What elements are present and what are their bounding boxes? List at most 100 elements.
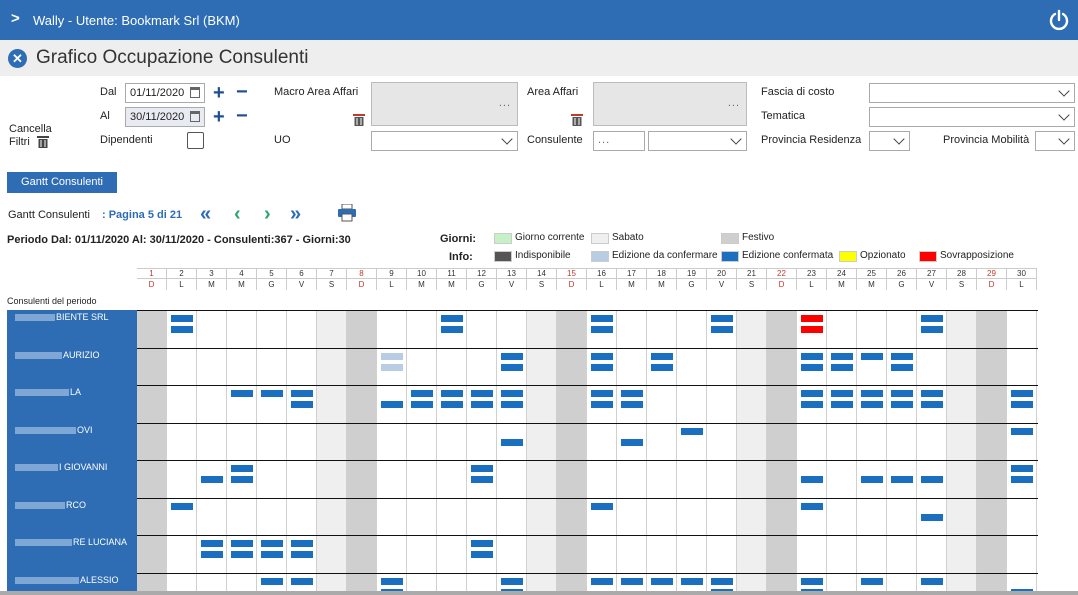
dal-minus-icon[interactable]: − (236, 81, 248, 103)
al-date-input[interactable]: 30/11/2020 (125, 107, 205, 127)
consultant-name[interactable]: RE LUCIANA (15, 537, 127, 547)
booking-bar[interactable] (171, 315, 193, 322)
booking-bar[interactable] (381, 352, 403, 360)
booking-bar[interactable] (831, 401, 853, 408)
booking-bar[interactable] (471, 540, 493, 547)
dal-date-input[interactable]: 01/11/2020 (125, 83, 205, 103)
power-icon[interactable] (1048, 9, 1070, 31)
consultant-name[interactable]: AURIZIO (15, 350, 100, 360)
booking-bar[interactable] (441, 401, 463, 408)
booking-bar[interactable] (1011, 401, 1033, 408)
booking-bar[interactable] (921, 390, 943, 397)
consultant-name[interactable]: I GIOVANNI (15, 462, 107, 472)
booking-bar[interactable] (471, 390, 493, 397)
booking-bar[interactable] (231, 540, 253, 547)
booking-bar[interactable] (231, 390, 253, 397)
booking-bar[interactable] (621, 401, 643, 408)
booking-bar[interactable] (801, 401, 823, 408)
booking-bar[interactable] (831, 363, 853, 371)
booking-bar[interactable] (711, 315, 733, 322)
booking-bar[interactable] (261, 551, 283, 558)
uo-select[interactable] (371, 131, 518, 151)
al-minus-icon[interactable]: − (236, 105, 248, 127)
booking-bar[interactable] (381, 401, 403, 408)
calendar-icon[interactable] (190, 87, 200, 98)
tab-gantt-consulenti[interactable]: Gantt Consulenti (7, 172, 117, 193)
consultant-name[interactable]: LA (15, 387, 81, 397)
consultant-name[interactable]: OVI (15, 425, 93, 435)
booking-bar[interactable] (891, 390, 913, 397)
booking-bar[interactable] (201, 476, 223, 483)
booking-bar[interactable] (921, 476, 943, 483)
booking-bar[interactable] (291, 577, 313, 585)
calendar-icon[interactable] (190, 111, 200, 122)
booking-bar[interactable] (501, 438, 523, 446)
pager-page-link[interactable]: : Pagina 5 di 21 (102, 209, 183, 221)
booking-bar[interactable] (261, 390, 283, 397)
macro-area-trash-icon[interactable] (353, 113, 365, 126)
booking-bar[interactable] (891, 352, 913, 360)
booking-bar[interactable] (501, 390, 523, 397)
booking-bar[interactable] (801, 390, 823, 397)
booking-bar[interactable] (861, 577, 883, 585)
booking-bar[interactable] (1011, 465, 1033, 472)
booking-bar[interactable] (291, 401, 313, 408)
booking-bar[interactable] (501, 577, 523, 585)
booking-bar[interactable] (471, 465, 493, 472)
consultant-name[interactable]: ALESSIO (15, 575, 119, 585)
booking-bar[interactable] (681, 577, 703, 585)
booking-bar[interactable] (501, 401, 523, 408)
area-affari-selector[interactable]: ... (593, 82, 747, 126)
tematica-select[interactable] (869, 107, 1075, 127)
next-page-icon[interactable]: › (264, 203, 271, 225)
menu-chevron-icon[interactable]: > (11, 10, 20, 27)
prov-mob-select[interactable] (1035, 131, 1075, 151)
booking-bar[interactable] (501, 363, 523, 371)
booking-bar[interactable] (231, 551, 253, 558)
booking-bar[interactable] (471, 551, 493, 558)
booking-bar[interactable] (411, 390, 433, 397)
booking-bar[interactable] (171, 502, 193, 510)
booking-bar[interactable] (891, 476, 913, 483)
booking-bar[interactable] (591, 326, 613, 333)
booking-bar[interactable] (291, 540, 313, 547)
booking-bar[interactable] (591, 352, 613, 360)
close-icon[interactable]: ✕ (8, 49, 27, 68)
booking-bar[interactable] (921, 513, 943, 521)
booking-bar[interactable] (681, 427, 703, 435)
dal-plus-icon[interactable]: + (213, 82, 225, 104)
booking-bar[interactable] (471, 476, 493, 483)
booking-bar[interactable] (801, 363, 823, 371)
booking-bar[interactable] (711, 577, 733, 585)
booking-bar[interactable] (1011, 476, 1033, 483)
booking-bar[interactable] (921, 401, 943, 408)
al-plus-icon[interactable]: + (213, 106, 225, 128)
booking-bar[interactable] (231, 465, 253, 472)
booking-bar[interactable] (921, 326, 943, 333)
booking-bar[interactable] (441, 315, 463, 322)
booking-bar[interactable] (591, 390, 613, 397)
consultant-name[interactable]: RCO (15, 500, 86, 510)
trash-icon[interactable] (37, 135, 49, 148)
consultant-name[interactable]: BIENTE SRL (15, 312, 109, 322)
booking-bar[interactable] (1011, 390, 1033, 397)
macro-area-dots[interactable]: ... (498, 97, 511, 109)
booking-bar[interactable] (891, 363, 913, 371)
booking-bar[interactable] (441, 390, 463, 397)
booking-bar[interactable] (801, 352, 823, 360)
booking-bar[interactable] (921, 315, 943, 322)
booking-bar[interactable] (861, 476, 883, 483)
booking-bar[interactable] (921, 577, 943, 585)
booking-bar[interactable] (861, 352, 883, 360)
booking-bar[interactable] (591, 577, 613, 585)
booking-bar[interactable] (381, 577, 403, 585)
booking-bar[interactable] (801, 326, 823, 333)
booking-bar[interactable] (801, 476, 823, 483)
booking-bar[interactable] (621, 438, 643, 446)
printer-icon[interactable] (337, 204, 357, 222)
booking-bar[interactable] (591, 363, 613, 371)
macro-area-selector[interactable]: ... (371, 82, 518, 126)
booking-bar[interactable] (621, 577, 643, 585)
booking-bar[interactable] (651, 577, 673, 585)
booking-bar[interactable] (261, 577, 283, 585)
